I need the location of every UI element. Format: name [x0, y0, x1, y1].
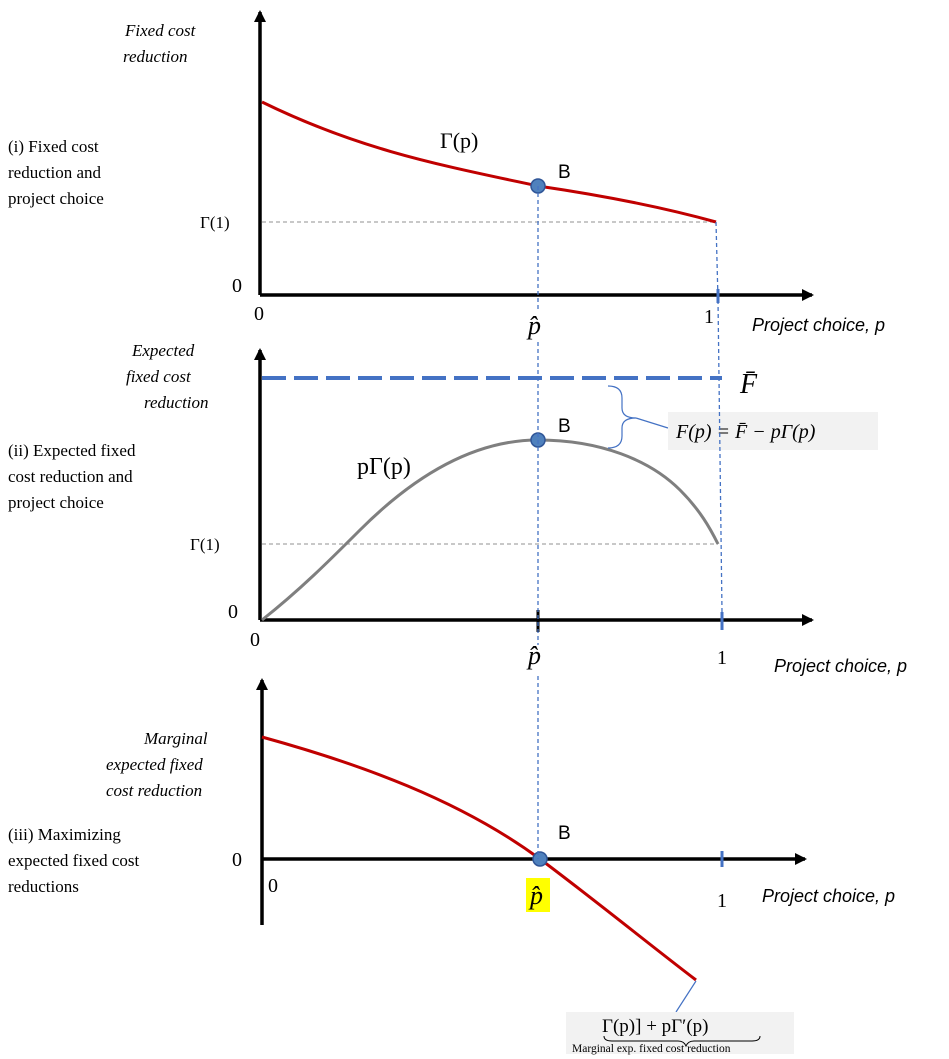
panel2-zero-y: 0 [228, 601, 238, 623]
panel2-title-line2: cost reduction and [8, 467, 133, 486]
panel1-phat-label: p̂ [526, 311, 541, 340]
panel2-xlabel: Project choice, p [774, 656, 907, 676]
guide-one-2 [717, 299, 723, 613]
panel3-zero-y: 0 [232, 849, 242, 871]
panel3-title-line1: (iii) Maximizing [8, 825, 121, 844]
panel3-phat-label: p̂ [528, 881, 543, 910]
panel3-ylabel-line3: cost reduction [106, 781, 202, 800]
panel2-title-line3: project choice [8, 493, 104, 512]
panel2-title-line1: (ii) Expected fixed [8, 441, 136, 460]
panel3-zero-x: 0 [268, 875, 278, 897]
panel2-ylabel-line1: Expected [131, 341, 195, 360]
panel2-ylabel-line3: reduction [144, 393, 209, 412]
panel3-phat-highlight [526, 878, 550, 912]
panel1-point-b-label: B [558, 162, 571, 183]
panel2-ylabel-line2: fixed cost [126, 367, 192, 386]
panel2-phat-label: p̂ [526, 641, 541, 670]
panel1-one-label: 1 [704, 306, 714, 328]
panel3-formula-box [566, 1012, 794, 1054]
guide-one-1 [715, 221, 719, 301]
panel2-pgamma-curve [261, 438, 720, 622]
panel1-zero-x: 0 [254, 303, 264, 325]
panel3-underbrace [603, 1035, 761, 1048]
panel1-ylabel-line1: Fixed cost [124, 21, 197, 40]
panel2-point-b-label: B [558, 416, 571, 437]
panel2-formula: F(p) = F̄ − pΓ(p) [675, 421, 816, 443]
vertical-guides [537, 186, 723, 859]
panel2-fbar-label: F̄ [739, 369, 758, 400]
panel1-gamma-curve [261, 100, 717, 224]
panel1-ylabel-line2: reduction [123, 47, 188, 66]
panel1-zero-y: 0 [232, 275, 242, 297]
panel3-formula-caption: Marginal exp. fixed cost reduction [572, 1043, 731, 1055]
panel3-one-label: 1 [717, 890, 727, 912]
panel-1: Fixed cost reduction (i) Fixed cost redu… [8, 10, 885, 340]
panel2-one-label: 1 [717, 647, 727, 669]
panel1-title-line3: project choice [8, 189, 104, 208]
panel1-xlabel: Project choice, p [752, 315, 885, 335]
panel2-curve-label: pΓ(p) [357, 454, 411, 480]
panel-3: Marginal expected fixed cost reduction (… [8, 678, 895, 1055]
panel3-marginal-curve [261, 735, 697, 982]
panel2-brace [607, 385, 637, 449]
panel2-brace-leader [635, 417, 669, 429]
panel-2: Expected fixed cost reduction (ii) Expec… [8, 341, 907, 676]
panel2-gamma1-label: Γ(1) [190, 535, 220, 554]
panel1-title-line1: (i) Fixed cost [8, 137, 99, 156]
panel3-ylabel-line1: Marginal [143, 729, 208, 748]
panel2-zero-x: 0 [250, 629, 260, 651]
panel1-curve-label: Γ(p) [440, 128, 478, 153]
panel3-formula: Γ(p)] + pΓ′(p) [602, 1016, 708, 1037]
panel2-formula-box [668, 412, 878, 450]
panel1-gamma1-label: Γ(1) [200, 213, 230, 232]
panel3-point-b-label: B [558, 823, 571, 844]
panel3-title-line3: reductions [8, 877, 79, 896]
panel3-point-b [532, 851, 548, 867]
panel3-ylabel-line2: expected fixed [106, 755, 203, 774]
panel3-annotation-leader [675, 980, 697, 1013]
panel1-title-line2: reduction and [8, 163, 101, 182]
panel3-xlabel: Project choice, p [762, 886, 895, 906]
panel3-title-line2: expected fixed cost [8, 851, 139, 870]
